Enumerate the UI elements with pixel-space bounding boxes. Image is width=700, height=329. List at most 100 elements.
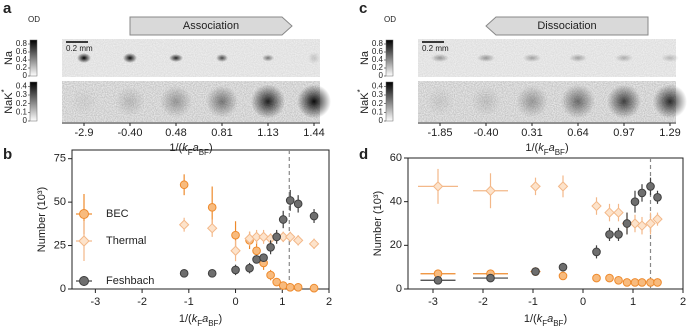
data-point <box>231 265 240 275</box>
x-tick-label: 1.29 <box>659 127 680 139</box>
legend-marker <box>79 276 89 286</box>
atom-cloud <box>569 54 587 62</box>
arrow-banner <box>129 16 293 36</box>
data-point <box>592 273 601 283</box>
arrow-banner <box>485 16 649 36</box>
x-axis-label-part: F <box>544 148 549 157</box>
x-axis-label-part: k <box>538 142 544 154</box>
data-point <box>604 207 615 218</box>
y-tick-label: 40 <box>390 196 402 208</box>
colorbar-tick-label: 0.4 <box>372 81 384 90</box>
colorbar-tick-label: 0.3 <box>372 90 384 99</box>
x-tick-label: -2 <box>478 296 488 308</box>
x-tick-label: 0.97 <box>613 127 634 139</box>
atom-cloud <box>661 54 679 62</box>
x-tick-label: 1.44 <box>303 127 324 139</box>
data-point <box>272 232 281 242</box>
row-label-part: * <box>0 89 9 92</box>
data-point <box>266 242 275 252</box>
row-label: Na <box>359 50 371 65</box>
atom-cloud <box>77 53 91 63</box>
row-label: NaK* <box>356 89 371 114</box>
data-point <box>605 273 614 283</box>
data-point <box>245 263 254 273</box>
x-axis-label-part: a <box>193 142 199 154</box>
atom-cloud <box>206 85 238 118</box>
data-point <box>432 181 444 192</box>
atom-cloud <box>169 54 183 62</box>
data-point <box>645 218 656 229</box>
data-point <box>292 235 304 246</box>
colorbar <box>29 39 38 77</box>
x-axis-label-part: k <box>182 142 188 154</box>
legend-label: BEC <box>106 208 129 220</box>
colorbar-tick-label: 0.4 <box>372 55 384 64</box>
data-point <box>309 283 319 293</box>
x-axis-label-part: F <box>542 319 547 328</box>
x-tick-label: 0.64 <box>567 127 588 139</box>
data-point <box>614 230 623 239</box>
colorbar-tick-label: 0.3 <box>16 90 28 99</box>
data-point <box>605 230 614 239</box>
y-tick-label: 0 <box>60 283 66 295</box>
atom-cloud <box>561 84 595 119</box>
data-point <box>636 220 648 231</box>
panel-letter: b <box>3 146 12 163</box>
y-tick-label: 0 <box>396 283 402 295</box>
data-point <box>178 219 190 230</box>
colorbar-tick-label: 0.2 <box>16 99 28 108</box>
x-axis-label-part: BF <box>208 319 218 328</box>
y-tick-label: 60 <box>390 152 402 164</box>
colorbar-tick-label: 0.6 <box>372 47 384 56</box>
data-point <box>433 275 443 285</box>
y-tick-label: 20 <box>390 239 402 251</box>
atom-cloud <box>523 54 541 62</box>
colorbar-tick-label: 0.2 <box>372 63 384 72</box>
data-point <box>309 211 319 221</box>
data-point <box>653 192 662 202</box>
colorbar <box>385 81 394 122</box>
x-axis-label-part: 1/( <box>525 142 538 154</box>
x-tick-label: 0 <box>580 296 586 308</box>
legend-marker <box>79 209 89 219</box>
data-point <box>179 269 189 278</box>
colorbar-tick-label: 0.2 <box>16 63 28 72</box>
row-label-part: NaK <box>3 92 15 114</box>
x-axis-label-part: ) <box>563 313 567 325</box>
row-label: Na <box>3 50 15 65</box>
x-tick-label: -0.40 <box>117 127 142 139</box>
data-point <box>179 180 189 190</box>
data-point <box>622 219 632 228</box>
colorbar-title: OD <box>384 15 396 24</box>
y-tick-label: 50 <box>54 196 66 208</box>
scale-bar-label: 0.2 mm <box>422 44 449 53</box>
x-tick-label: 2 <box>326 296 332 308</box>
arrow-label: Dissociation <box>537 20 596 32</box>
data-point <box>251 231 262 243</box>
data-point <box>486 273 495 283</box>
atom-cloud <box>653 84 687 119</box>
colorbar-tick-label: 0 <box>23 71 28 80</box>
x-tick-label: -2 <box>137 296 147 308</box>
x-tick-label: 0 <box>232 296 238 308</box>
colorbar-tick-label: 0 <box>379 116 384 125</box>
data-point <box>252 255 261 264</box>
data-point <box>531 267 540 276</box>
atom-cloud <box>516 85 548 118</box>
x-axis-label-part: k <box>192 313 198 325</box>
data-point <box>231 230 240 240</box>
x-tick-label: -0.40 <box>473 127 498 139</box>
plot-frame <box>407 157 684 290</box>
colorbar-tick-label: 0.4 <box>16 55 28 64</box>
x-tick-label: 0.81 <box>211 127 232 139</box>
x-axis-label-part: 1/( <box>169 142 182 154</box>
x-axis-label: 1/(kFaBF) <box>525 142 568 157</box>
arrow-label: Association <box>183 20 239 32</box>
colorbar-title: OD <box>28 15 40 24</box>
x-axis-label: 1/(kFaBF) <box>179 313 222 328</box>
data-point <box>285 282 295 292</box>
colorbar-tick-label: 0.1 <box>372 107 384 116</box>
data-point <box>558 262 568 272</box>
row-label-part: * <box>356 89 365 92</box>
